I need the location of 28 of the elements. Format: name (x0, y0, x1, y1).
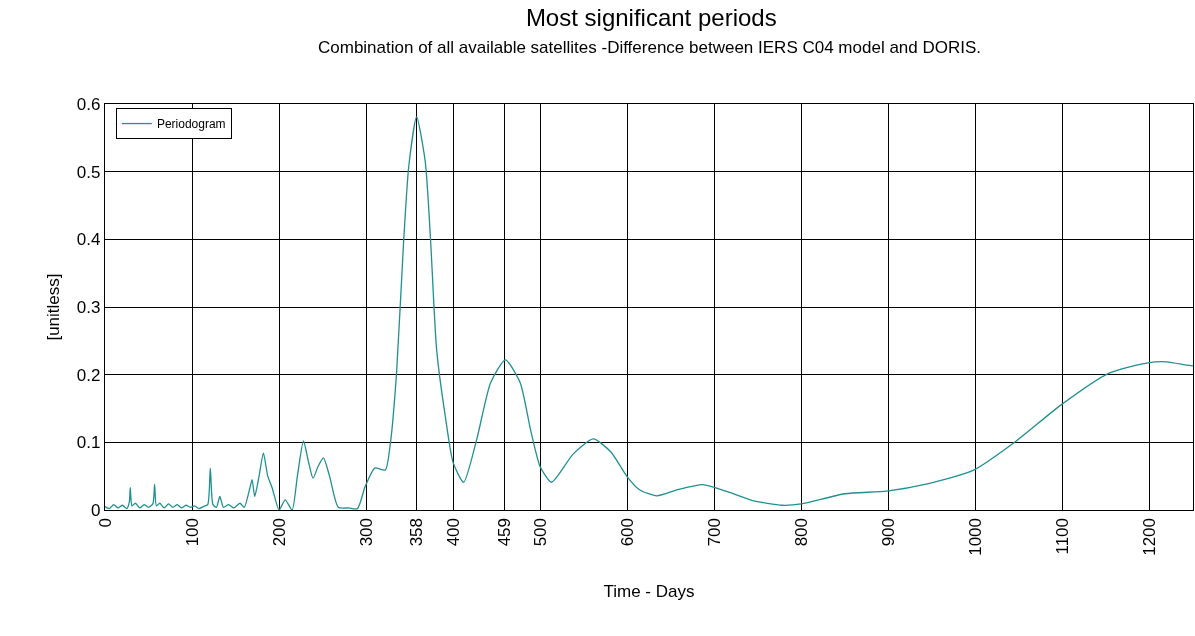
x-tick-label: 1100 (1052, 518, 1072, 555)
y-axis-title: [unitless] (44, 273, 64, 341)
y-tick-label: 0.4 (76, 230, 101, 250)
x-tick-label: 700 (704, 518, 724, 547)
x-axis-title: Time - Days (603, 582, 695, 602)
x-tick-label: 500 (530, 518, 550, 547)
y-tick-label: 0.5 (76, 162, 101, 182)
x-tick-label: 300 (356, 518, 376, 547)
x-tick-label: 1000 (965, 518, 985, 556)
x-tick-label: 358 (407, 518, 427, 547)
x-tick-label: 600 (617, 518, 637, 547)
x-tick-label: 400 (443, 518, 463, 547)
chart-subtitle: Combination of all available satellites -Difference between IERS C04 model and DORIS. (318, 38, 982, 57)
line-series (105, 116, 1193, 510)
y-tick-label: 0.6 (76, 94, 101, 114)
x-tick-label: 459 (495, 518, 515, 547)
y-tick-label: 0.2 (76, 365, 101, 385)
x-tick-label: 200 (269, 518, 289, 547)
legend-label: Periodogram (156, 117, 226, 132)
x-tick-label: 900 (878, 518, 898, 547)
x-tick-label: 100 (182, 518, 202, 547)
y-tick-label: 0.3 (76, 297, 101, 317)
x-tick-label: 800 (791, 518, 811, 547)
y-tick-label: 0.1 (76, 433, 101, 453)
chart-title: Most significant periods (525, 4, 777, 32)
y-tick-label: 0 (90, 500, 101, 520)
x-tick-label: 0 (95, 518, 115, 528)
x-tick-label: 1200 (1140, 518, 1160, 556)
